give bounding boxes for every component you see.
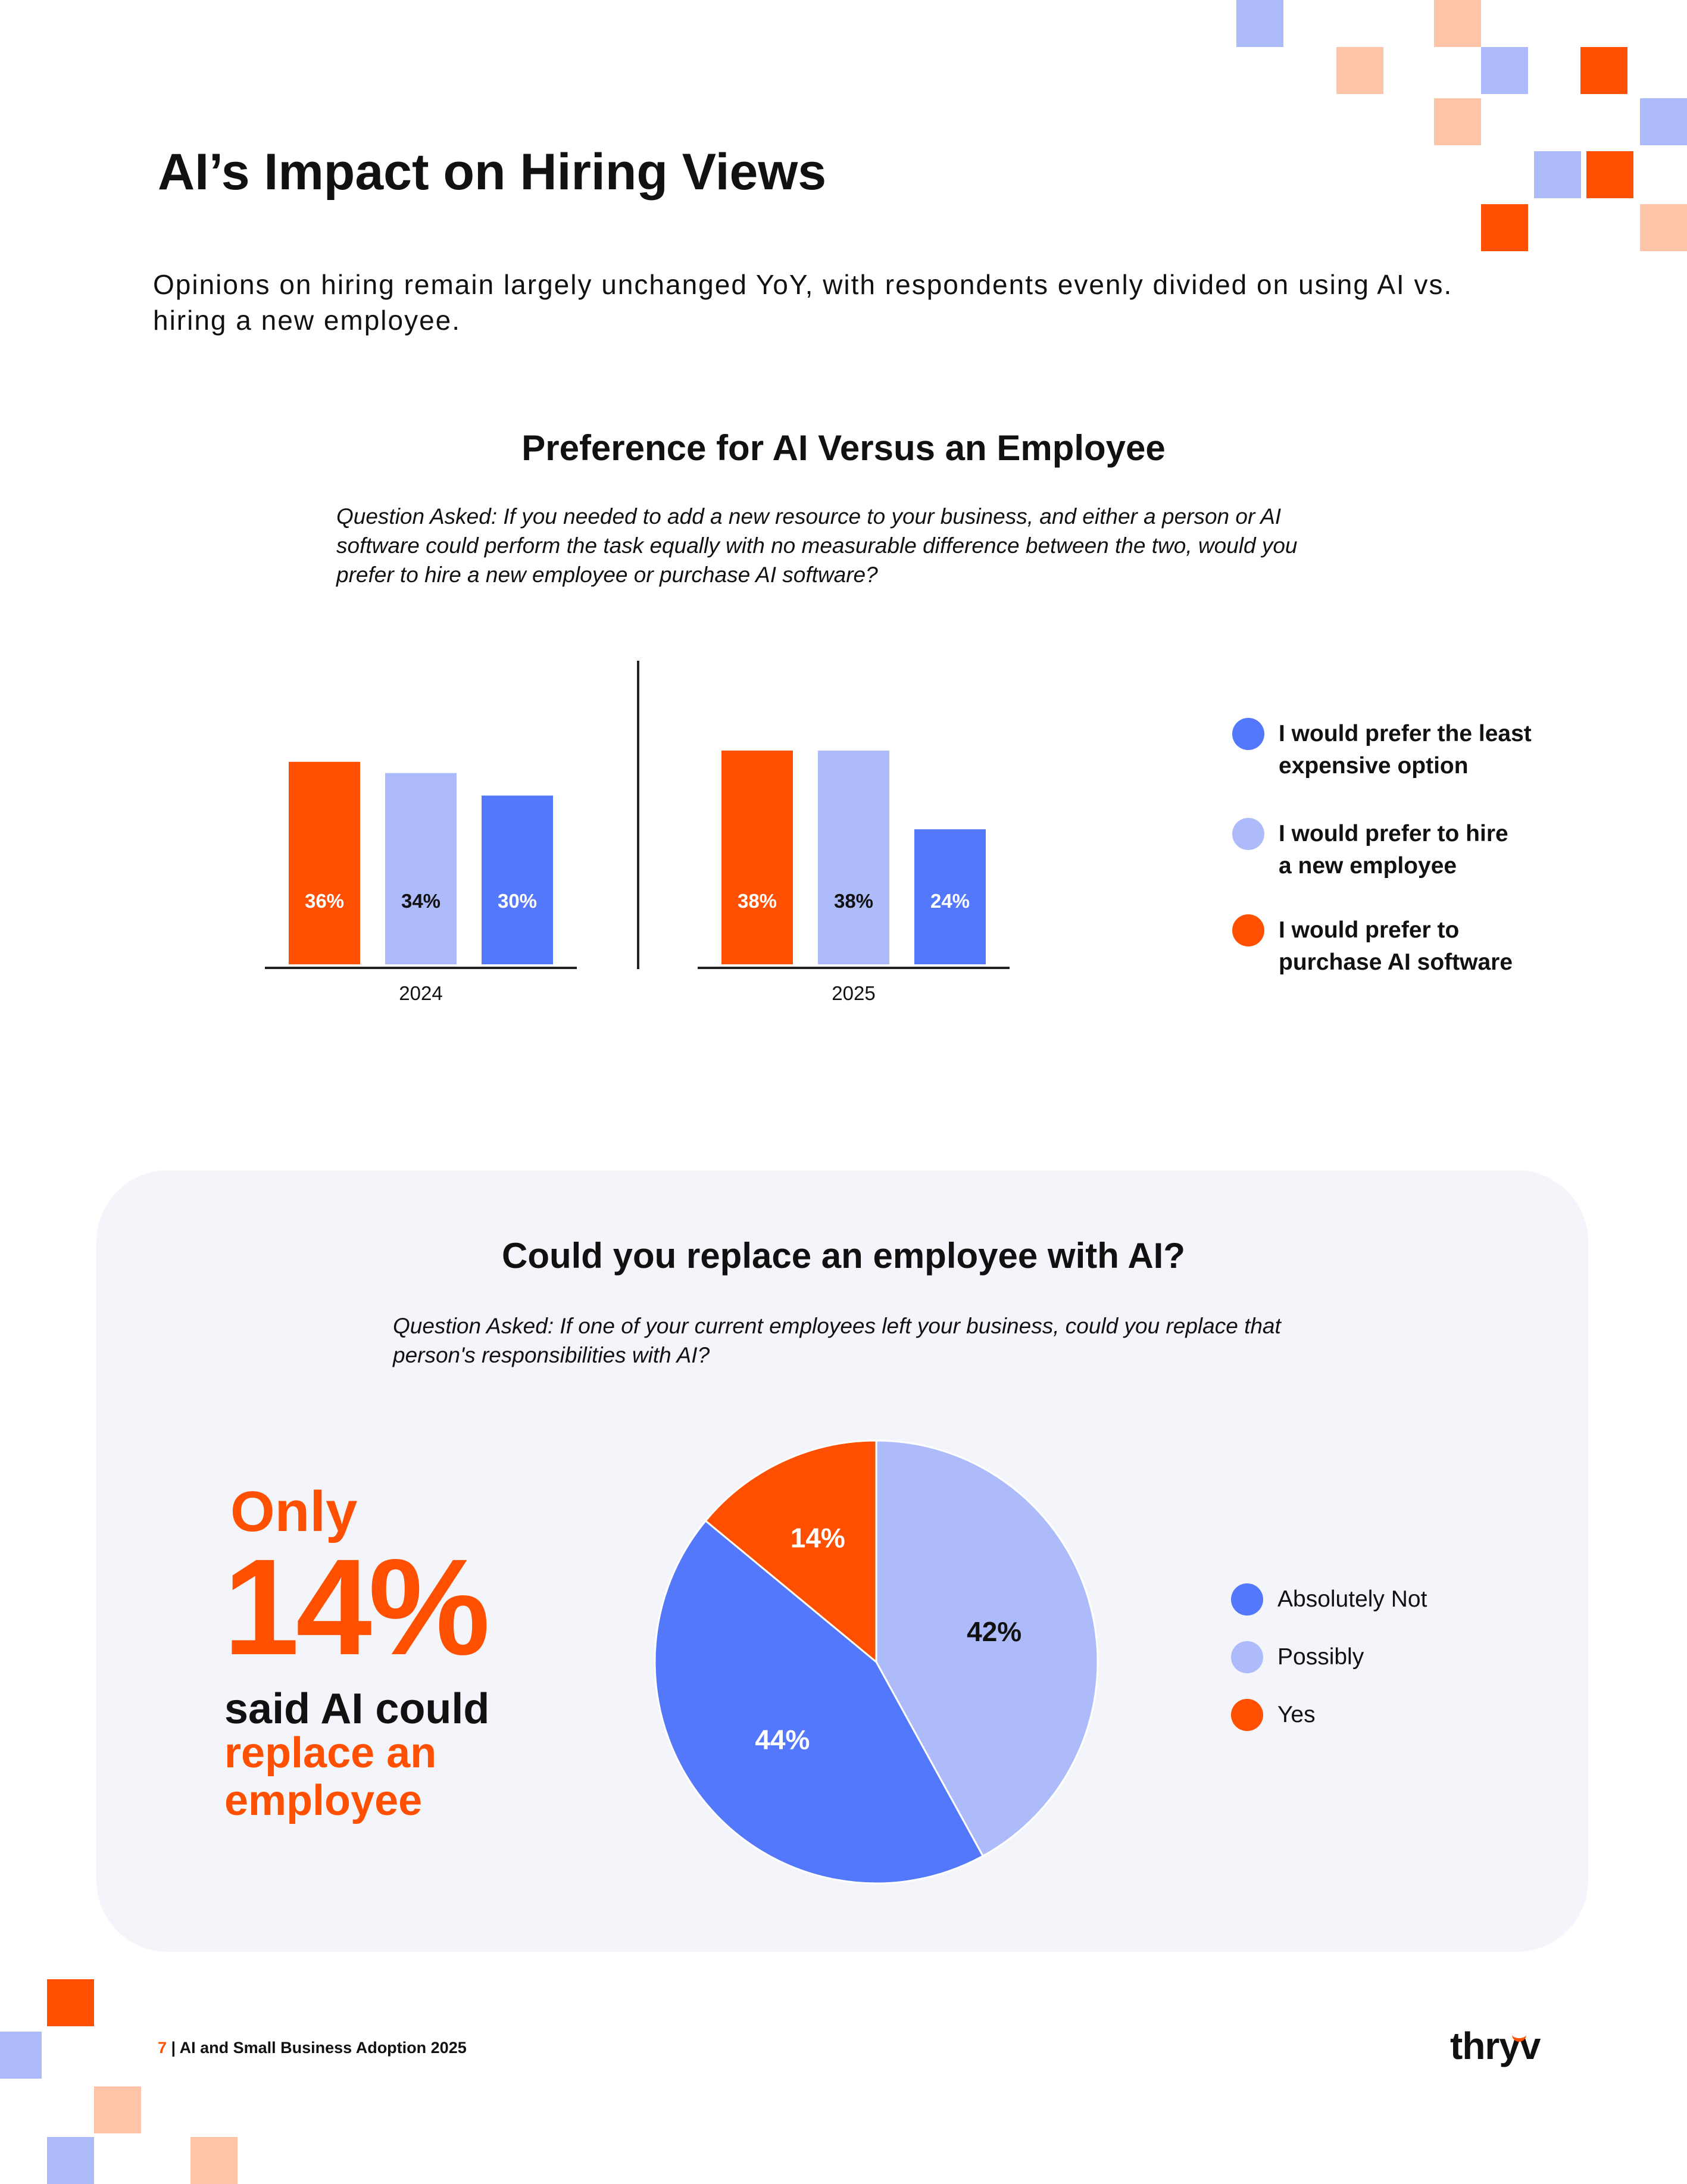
bar-value-label: 36% — [305, 890, 344, 912]
page-title: AI’s Impact on Hiring Views — [158, 143, 827, 201]
callout-line: said AI could — [224, 1685, 490, 1733]
pie-slice — [704, 1439, 877, 1664]
footer: 7 | AI and Small Business Adoption 2025 — [158, 2039, 467, 2057]
pie-value-label: 14% — [791, 1522, 845, 1553]
decor-square — [1481, 204, 1528, 251]
bar-value-label: 34% — [401, 890, 441, 912]
decor-square — [1580, 47, 1627, 94]
legend-swatch — [1232, 818, 1264, 850]
decor-square — [1336, 47, 1383, 94]
decor-square — [190, 2137, 238, 2184]
pie-chart-title: Could you replace an employee with AI? — [502, 1236, 1185, 1276]
legend-swatch — [1231, 1583, 1263, 1616]
bar — [385, 773, 457, 964]
logo-smile-icon — [1512, 2031, 1526, 2042]
decor-square — [1586, 151, 1633, 198]
callout-line: employee — [224, 1777, 423, 1824]
page-number: 7 — [158, 2039, 167, 2057]
bar-value-label: 24% — [930, 890, 970, 912]
decor-square — [1434, 98, 1481, 145]
bar — [721, 750, 793, 964]
page-subtitle: Opinions on hiring remain largely unchan… — [153, 269, 1453, 336]
decor-square — [47, 1979, 94, 2026]
bar-value-label: 38% — [738, 890, 777, 912]
x-tick-label: 2024 — [399, 982, 442, 1004]
decor-square — [0, 2032, 42, 2079]
bar — [289, 761, 360, 964]
decor-square — [47, 2137, 94, 2184]
legend-label: I would prefer to hire — [1279, 821, 1508, 846]
pie-chart: 42% 44% 14% — [654, 1439, 1099, 1885]
decor-square — [94, 2086, 141, 2133]
bar-chart-title: Preference for AI Versus an Employee — [521, 428, 1166, 468]
legend-label: purchase AI software — [1279, 949, 1513, 975]
pie-chart-question: Question Asked: If one of your current e… — [393, 1314, 1281, 1367]
legend-label: Absolutely Not — [1277, 1586, 1427, 1612]
bar-value-label: 38% — [834, 890, 873, 912]
decor-square — [1481, 47, 1528, 94]
legend-label: a new employee — [1279, 853, 1457, 879]
footer-doc-title: AI and Small Business Adoption 2025 — [179, 2039, 467, 2057]
legend-swatch — [1231, 1641, 1263, 1673]
pie-slice — [654, 1519, 985, 1885]
pie-slice — [875, 1439, 1099, 1858]
legend-label: I would prefer to — [1279, 917, 1460, 943]
legend-label: Possibly — [1277, 1644, 1364, 1670]
legend-label: expensive option — [1279, 753, 1469, 779]
bar-chart-legend: I would prefer the least expensive optio… — [1232, 718, 1649, 986]
bar — [818, 750, 889, 964]
legend-label: I would prefer the least — [1279, 721, 1532, 746]
decor-square — [1640, 98, 1687, 145]
decor-square — [1534, 151, 1581, 198]
bar-chart-question: Question Asked: If you needed to add a n… — [336, 504, 1298, 587]
pie-value-label: 44% — [755, 1724, 810, 1755]
decor-square — [1434, 0, 1481, 47]
callout-only: Only — [230, 1480, 358, 1544]
legend-swatch — [1232, 914, 1264, 946]
legend-swatch — [1231, 1699, 1263, 1731]
callout-highlight: replace an employee — [224, 1729, 436, 1824]
pie-chart-legend: Absolutely Not Possibly Yes — [1231, 1583, 1529, 1738]
bar — [914, 829, 986, 964]
legend-label: Yes — [1277, 1702, 1316, 1727]
decor-square — [1236, 0, 1283, 47]
callout-number: 14% — [223, 1530, 490, 1683]
bar-value-label: 30% — [498, 890, 537, 912]
footer-separator: | — [171, 2039, 176, 2057]
bar-chart: 36% 34% 30% 2024 38% 38% 24% 2025 — [265, 661, 1010, 1004]
x-tick-label: 2025 — [832, 982, 875, 1004]
thryv-logo: thryv — [1450, 2024, 1541, 2067]
callout-line: replace an — [224, 1729, 437, 1777]
pie-value-label: 42% — [967, 1616, 1021, 1647]
legend-swatch — [1232, 718, 1264, 750]
bar — [482, 795, 553, 964]
decor-square — [1640, 204, 1687, 251]
